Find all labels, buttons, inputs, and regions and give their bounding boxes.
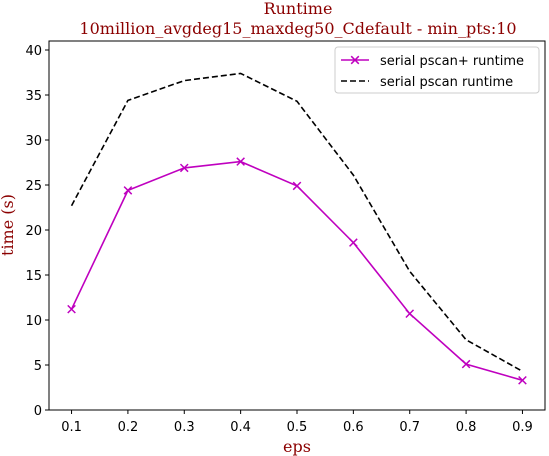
x-tick-label: 0.1 xyxy=(61,420,82,435)
series-line-1 xyxy=(70,160,523,382)
x-tick-label: 0.6 xyxy=(343,420,364,435)
y-tick-label: 30 xyxy=(25,134,42,149)
legend-marker xyxy=(350,55,360,65)
data-point-marker xyxy=(292,181,302,191)
y-axis-label: time (s) xyxy=(0,194,17,256)
legend-label-2: serial pscan runtime xyxy=(380,75,513,90)
data-point-marker xyxy=(349,238,358,247)
x-tick-label: 0.8 xyxy=(456,420,477,435)
x-tick-label: 0.2 xyxy=(118,420,139,435)
series-layer xyxy=(67,72,527,385)
y-tick-label: 5 xyxy=(34,359,42,374)
series-line-2 xyxy=(70,72,523,372)
x-axis-label: eps xyxy=(283,437,311,456)
axis-ticks: 0.1 0.2 0.3 0.4 0.5 0.6 0.7 0.8 0.9 0 5 10 15 20 25 30 3… xyxy=(25,44,532,435)
y-tick-label: 0 xyxy=(34,404,42,419)
y-tick-label: 35 xyxy=(25,89,42,104)
y-tick-label: 40 xyxy=(25,44,42,59)
legend-label-1: serial pscan+ runtime xyxy=(380,54,524,69)
data-point-marker xyxy=(179,163,189,173)
data-point-marker xyxy=(405,309,415,319)
y-tick-label: 20 xyxy=(25,224,42,239)
x-tick-label: 0.4 xyxy=(230,420,251,435)
legend-box xyxy=(334,46,540,94)
data-point-marker xyxy=(461,359,471,369)
data-point-marker xyxy=(236,157,245,166)
y-tick-label: 10 xyxy=(25,314,42,329)
x-tick-label: 0.3 xyxy=(174,420,195,435)
data-point-marker xyxy=(67,304,76,314)
plot-area-frame xyxy=(48,40,546,411)
chart-subtitle: 10million_avgdeg15_maxdeg50_Cdefault - m… xyxy=(79,19,516,38)
x-tick-label: 0.7 xyxy=(399,420,420,435)
data-point-marker xyxy=(123,186,133,195)
data-point-marker xyxy=(518,375,527,385)
y-tick-label: 15 xyxy=(25,269,42,284)
y-tick-label: 25 xyxy=(25,179,42,194)
x-tick-label: 0.5 xyxy=(287,420,308,435)
x-tick-label: 0.9 xyxy=(512,420,533,435)
chart-title: Runtime xyxy=(264,0,333,18)
legend: serial pscan+ runtime serial pscan runtim… xyxy=(334,46,540,94)
